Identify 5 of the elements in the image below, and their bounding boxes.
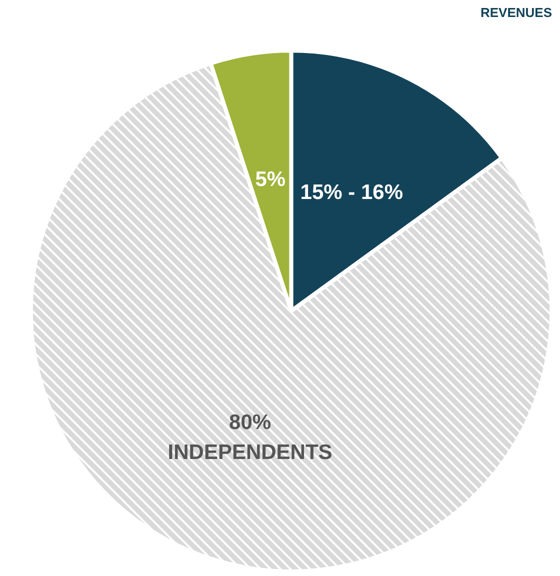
data-label: 5%	[255, 168, 286, 191]
data-label: 15% - 16%	[300, 180, 404, 204]
slice-label: INDEPENDENTS	[168, 441, 332, 464]
data-label: 80%	[229, 411, 272, 434]
text: REVENUES	[480, 5, 552, 20]
